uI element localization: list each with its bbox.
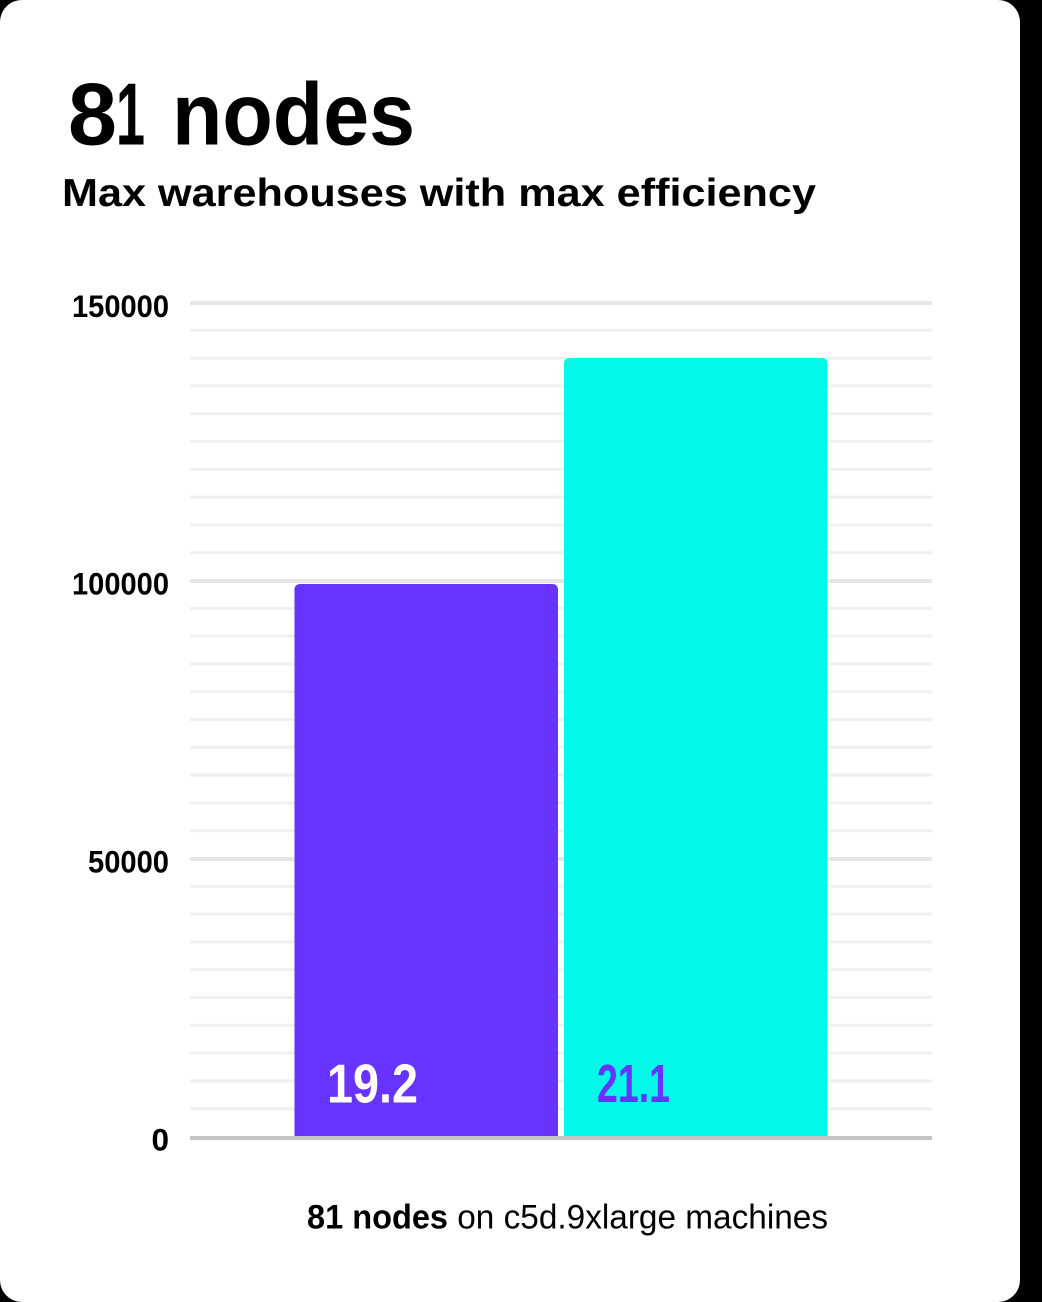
svg-text:81 nodes on c5d.9xlarge machin: 81 nodes on c5d.9xlarge machines bbox=[307, 1199, 828, 1237]
svg-text:19.2: 19.2 bbox=[327, 1053, 418, 1115]
svg-text:150000: 150000 bbox=[72, 288, 169, 324]
svg-text:21.1: 21.1 bbox=[597, 1055, 670, 1114]
svg-text:0: 0 bbox=[151, 1122, 169, 1158]
svg-text:100000: 100000 bbox=[72, 566, 169, 602]
svg-text:50000: 50000 bbox=[88, 844, 169, 880]
svg-text:Max warehouses with max effici: Max warehouses with max efficiency bbox=[62, 172, 816, 215]
